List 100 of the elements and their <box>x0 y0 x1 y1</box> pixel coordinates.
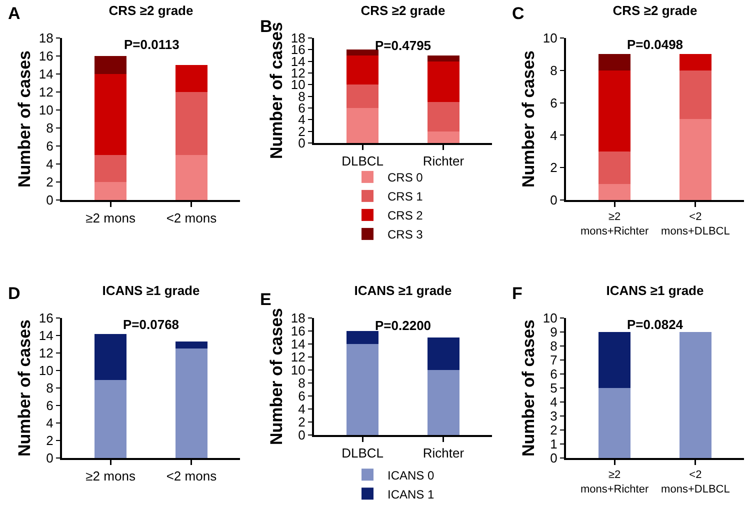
y-tick-label: 4 <box>46 156 54 172</box>
y-tick-label: 18 <box>38 30 54 46</box>
y-tick-label: 2 <box>298 414 306 430</box>
y-tick-label: 6 <box>298 388 306 404</box>
y-tick-label: 0 <box>550 450 558 466</box>
legend-label: CRS 2 <box>388 208 424 223</box>
x-tick-label: ≥2 mons <box>86 468 136 484</box>
y-tick-label: 3 <box>550 408 558 424</box>
x-tick-label: ≥2 mons <box>86 210 136 226</box>
chart-title: CRS ≥2 grade <box>108 3 194 18</box>
bar <box>175 65 208 92</box>
chart-title: ICANS ≥1 grade <box>606 283 704 298</box>
bar <box>427 61 460 102</box>
bar <box>346 331 379 344</box>
y-tick-label: 4 <box>550 128 558 143</box>
bar <box>427 56 460 62</box>
chart-subtitle: P=0.0768 <box>123 317 180 332</box>
text: A <box>8 4 20 23</box>
bar <box>427 370 460 435</box>
bar <box>175 92 208 155</box>
legend-label: ICANS 1 <box>388 487 435 502</box>
x-tick-label: <2 mons+DLBCL <box>661 469 730 496</box>
y-tick-label: 0 <box>550 192 558 208</box>
y-tick-label: 12 <box>38 346 54 361</box>
y-tick-label: 4 <box>298 402 306 417</box>
x-tick-label: <2 mons+DLBCL <box>661 211 730 238</box>
y-tick-label: 2 <box>550 422 558 438</box>
y-tick-label: 10 <box>542 30 558 46</box>
y-tick-label: 8 <box>550 338 558 354</box>
bar <box>346 50 379 56</box>
chart-subtitle: P=0.4795 <box>375 38 432 53</box>
y-tick-label: 16 <box>290 324 306 339</box>
y-tick-label: 14 <box>38 66 54 82</box>
bar <box>679 54 712 70</box>
y-tick-label: 14 <box>38 328 54 344</box>
y-axis-title: Number of cases <box>14 50 34 188</box>
bar <box>679 119 712 200</box>
bar <box>94 74 127 155</box>
chart-title: CRS ≥2 grade <box>612 3 698 18</box>
y-tick-label: 2 <box>550 160 558 176</box>
y-tick-label: 10 <box>290 362 306 378</box>
y-tick-label: 8 <box>298 376 306 391</box>
chart-subtitle: P=0.2200 <box>375 318 432 333</box>
y-tick-label: 12 <box>38 84 54 100</box>
y-tick-label: 4 <box>46 416 54 431</box>
bar <box>346 84 379 108</box>
legend-label: CRS 3 <box>388 228 424 242</box>
bar <box>346 344 379 435</box>
y-tick-label: 7 <box>550 352 558 368</box>
y-axis-title: Number of cases <box>14 320 34 456</box>
bar <box>175 348 208 458</box>
y-tick-label: 18 <box>290 310 306 326</box>
bar <box>94 380 127 458</box>
y-tick-label: 10 <box>542 310 558 326</box>
chart-title: CRS ≥2 grade <box>360 3 446 18</box>
text: E <box>260 290 272 309</box>
x-tick-label: <2 mons <box>166 210 218 226</box>
x-tick-label: DLBCL <box>342 446 384 461</box>
y-tick-label: 0 <box>46 450 54 466</box>
y-tick-label: 9 <box>550 324 558 340</box>
chart-subtitle: P=0.0113 <box>124 37 180 52</box>
y-tick-label: 10 <box>38 102 54 118</box>
bar <box>598 151 631 184</box>
y-tick-label: 0 <box>46 192 54 208</box>
y-tick-label: 16 <box>38 48 54 64</box>
x-tick-label: Richter <box>422 446 465 461</box>
y-tick-label: 12 <box>290 350 306 365</box>
bar <box>427 102 460 132</box>
x-tick-label: <2 mons <box>166 468 218 484</box>
y-tick-label: 1 <box>550 436 558 452</box>
y-tick-label: 8 <box>550 62 558 78</box>
bar <box>598 70 631 152</box>
x-tick-label: ≥2 mons+Richter <box>580 469 649 496</box>
y-tick-label: 4 <box>550 394 558 410</box>
y-tick-label: 0 <box>298 428 306 443</box>
y-tick-label: 8 <box>46 380 54 396</box>
chart-title: ICANS ≥1 grade <box>102 283 200 298</box>
y-tick-label: 6 <box>46 138 54 154</box>
bar <box>94 56 127 74</box>
text: D <box>8 284 20 303</box>
legend-label: ICANS 0 <box>388 468 435 482</box>
x-tick-label: ≥2 mons+Richter <box>580 211 649 238</box>
bar <box>94 182 127 200</box>
y-tick-label: 5 <box>550 380 558 396</box>
y-tick-label: 8 <box>46 120 54 136</box>
x-tick-label: DLBCL <box>342 154 384 169</box>
y-axis-title: Number of cases <box>518 320 538 456</box>
legend-label: CRS 0 <box>388 170 424 185</box>
y-tick-label: 2 <box>46 174 54 190</box>
text: F <box>512 284 522 303</box>
y-tick-label: 2 <box>46 433 54 448</box>
y-axis-title: Number of cases <box>518 50 538 188</box>
bar <box>679 70 712 119</box>
chart-title: ICANS ≥1 grade <box>354 283 452 298</box>
y-axis-title: Number of cases <box>266 308 286 445</box>
y-tick-label: 16 <box>38 310 54 326</box>
y-tick-label: 6 <box>46 398 54 414</box>
bar <box>346 56 379 85</box>
bar <box>94 155 127 182</box>
bar <box>94 334 127 380</box>
